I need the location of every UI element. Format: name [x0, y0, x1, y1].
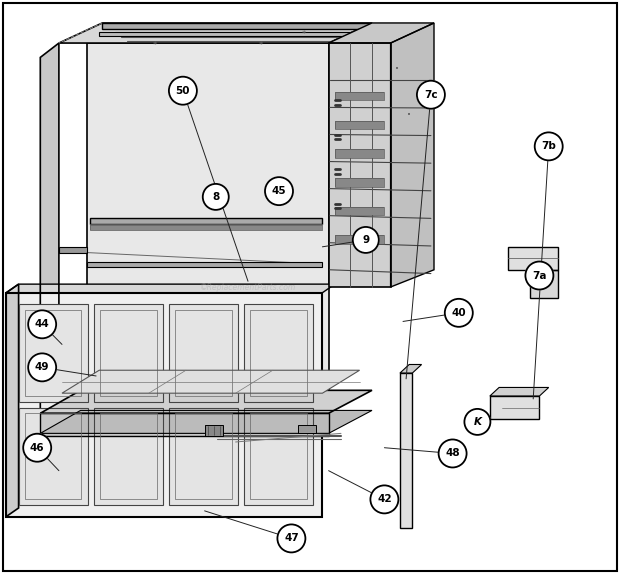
Polygon shape	[169, 304, 238, 402]
Circle shape	[464, 409, 490, 435]
Text: *: *	[259, 41, 262, 51]
Text: 40: 40	[451, 308, 466, 318]
Text: 45: 45	[272, 186, 286, 196]
Text: 46: 46	[30, 443, 45, 453]
Text: 7b: 7b	[541, 141, 556, 152]
Circle shape	[370, 486, 399, 513]
Circle shape	[438, 440, 467, 467]
Polygon shape	[400, 373, 412, 528]
Polygon shape	[40, 390, 372, 413]
Circle shape	[203, 184, 229, 210]
Polygon shape	[19, 408, 87, 505]
Polygon shape	[40, 43, 59, 413]
Text: *: *	[302, 30, 306, 39]
Polygon shape	[94, 408, 162, 505]
Polygon shape	[335, 235, 384, 244]
Circle shape	[525, 262, 554, 289]
Text: 9: 9	[362, 235, 370, 245]
Polygon shape	[391, 23, 434, 287]
Polygon shape	[62, 370, 360, 393]
Polygon shape	[329, 43, 391, 287]
Polygon shape	[329, 23, 434, 43]
Polygon shape	[19, 304, 87, 402]
Circle shape	[534, 133, 563, 160]
Polygon shape	[244, 408, 313, 505]
Polygon shape	[40, 413, 329, 436]
Polygon shape	[102, 23, 372, 29]
Text: 42: 42	[377, 494, 392, 505]
Polygon shape	[400, 364, 422, 373]
Text: 49: 49	[35, 362, 50, 373]
Text: 44: 44	[35, 319, 50, 329]
Circle shape	[445, 299, 473, 327]
Circle shape	[23, 434, 51, 461]
Circle shape	[417, 81, 445, 108]
Polygon shape	[6, 284, 335, 293]
Polygon shape	[99, 32, 353, 36]
Circle shape	[28, 311, 56, 338]
Polygon shape	[335, 178, 384, 187]
Polygon shape	[169, 408, 238, 505]
Text: •: •	[395, 66, 399, 72]
Text: •: •	[407, 112, 411, 118]
Polygon shape	[6, 293, 322, 517]
Polygon shape	[94, 304, 162, 402]
Circle shape	[265, 177, 293, 205]
Polygon shape	[87, 43, 329, 408]
Polygon shape	[87, 262, 322, 267]
Circle shape	[353, 227, 379, 253]
Polygon shape	[490, 396, 539, 419]
Text: *: *	[153, 41, 157, 51]
Polygon shape	[244, 304, 313, 402]
Text: 7c: 7c	[424, 90, 438, 100]
Text: 7a: 7a	[532, 270, 547, 281]
Polygon shape	[490, 387, 549, 396]
Polygon shape	[90, 224, 322, 230]
Text: 47: 47	[284, 533, 299, 544]
Text: 8: 8	[212, 192, 219, 202]
Polygon shape	[40, 410, 372, 433]
Circle shape	[277, 525, 306, 552]
Polygon shape	[59, 23, 372, 43]
Polygon shape	[335, 207, 384, 215]
Polygon shape	[530, 270, 558, 298]
Polygon shape	[508, 247, 558, 270]
Text: 50: 50	[175, 86, 190, 96]
Polygon shape	[6, 284, 19, 517]
Polygon shape	[90, 218, 322, 224]
Polygon shape	[335, 92, 384, 100]
Circle shape	[169, 77, 197, 104]
Text: K: K	[474, 417, 481, 427]
Polygon shape	[298, 425, 316, 433]
Polygon shape	[335, 121, 384, 129]
Text: ©ReplacementParts.com: ©ReplacementParts.com	[200, 282, 296, 292]
Polygon shape	[335, 149, 384, 158]
Polygon shape	[59, 247, 87, 253]
Circle shape	[28, 354, 56, 381]
Text: 48: 48	[445, 448, 460, 459]
Polygon shape	[205, 425, 223, 436]
